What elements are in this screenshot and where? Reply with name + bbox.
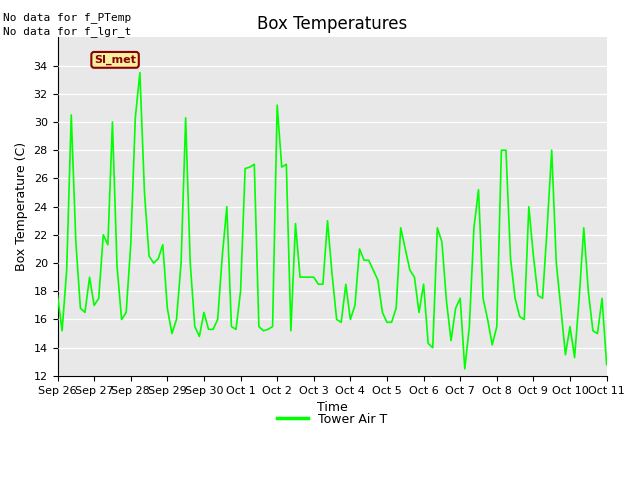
Y-axis label: Box Temperature (C): Box Temperature (C) bbox=[15, 142, 28, 271]
Text: No data for f_lgr_t: No data for f_lgr_t bbox=[3, 26, 131, 37]
Legend: Tower Air T: Tower Air T bbox=[272, 408, 392, 431]
Text: SI_met: SI_met bbox=[94, 55, 136, 65]
X-axis label: Time: Time bbox=[317, 401, 348, 414]
Title: Box Temperatures: Box Temperatures bbox=[257, 15, 407, 33]
Text: No data for f_PTemp: No data for f_PTemp bbox=[3, 12, 131, 23]
